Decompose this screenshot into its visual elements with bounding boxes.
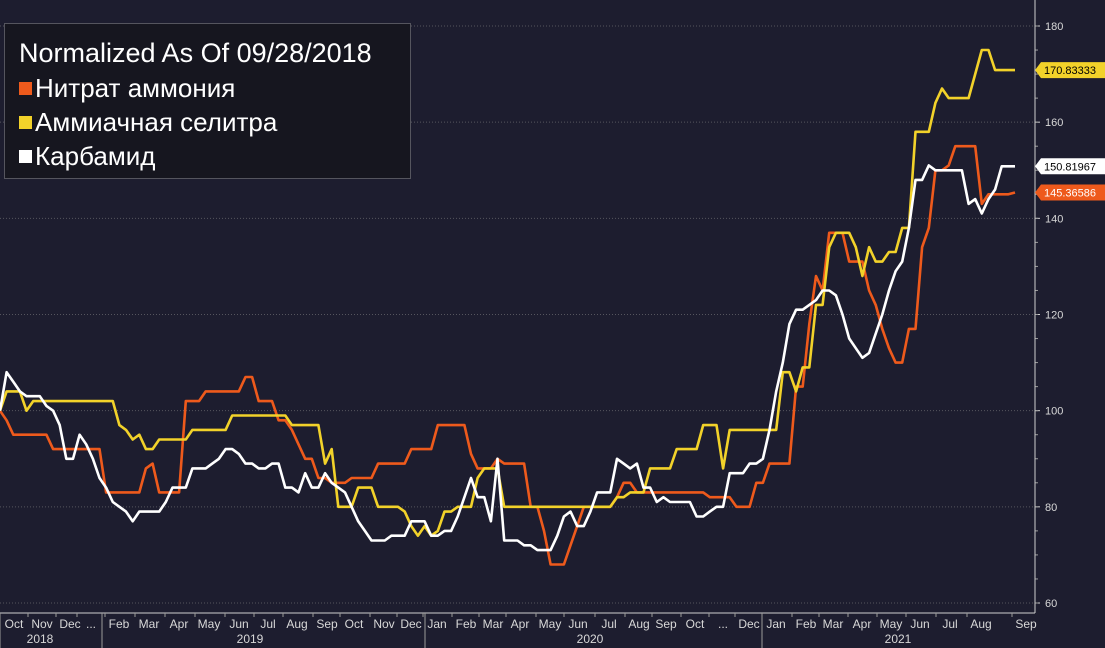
y-tick-label: 60 <box>1045 598 1057 610</box>
x-tick-label: Oct <box>345 617 364 631</box>
x-tick-label: Mar <box>823 617 844 631</box>
legend-label: Карбамид <box>35 141 156 171</box>
y-tick-label: 160 <box>1045 117 1063 129</box>
x-tick-label: May <box>880 617 903 631</box>
x-tick-label: Feb <box>456 617 477 631</box>
x-tick-label: Dec <box>400 617 421 631</box>
x-tick-label: ... <box>718 617 728 631</box>
legend-swatch-yellow <box>19 115 32 129</box>
series-line-2 <box>0 164 1015 552</box>
x-tick-label: Dec <box>738 617 759 631</box>
x-tick-label: Feb <box>109 617 130 631</box>
legend-label: Аммиачная селитра <box>35 107 278 137</box>
last-value-badge <box>1035 158 1105 175</box>
x-tick-label: Oct <box>686 617 705 631</box>
value-labels: 145.36586 170.83333 150.81967 <box>1035 62 1105 201</box>
x-tick-label: Nov <box>373 617 394 631</box>
legend-title: Normalized As Of 09/28/2018 <box>19 38 372 68</box>
y-tick-label: 140 <box>1045 213 1063 225</box>
year-label: 2018 <box>27 632 54 646</box>
legend-swatch-white <box>19 149 32 163</box>
x-tick-label: May <box>539 617 562 631</box>
x-tick-label: Jun <box>229 617 248 631</box>
y-tick-label: 120 <box>1045 310 1063 322</box>
x-tick-label: Sep <box>655 617 677 631</box>
x-tick-label: Mar <box>483 617 504 631</box>
x-tick-label: Nov <box>31 617 52 631</box>
y-tick-label: 80 <box>1045 502 1057 514</box>
x-tick-label: Jun <box>568 617 587 631</box>
year-label: 2020 <box>577 632 604 646</box>
chart-legend: Normalized As Of 09/28/2018 Нитрат аммон… <box>4 23 411 179</box>
x-tick-label: Oct <box>5 617 24 631</box>
x-tick-label: Aug <box>286 617 307 631</box>
series-line-1 <box>0 48 1015 538</box>
year-label: 2019 <box>237 632 264 646</box>
x-tick-label: Jul <box>260 617 275 631</box>
x-tick-label: Jul <box>942 617 957 631</box>
series-line-0 <box>0 144 1016 566</box>
x-tick-label: Mar <box>139 617 160 631</box>
x-tick-label: Dec <box>59 617 80 631</box>
x-tick-label: Apr <box>853 617 872 631</box>
legend-item-selitra: Аммиачная селитра <box>19 105 410 139</box>
x-tick-label: Feb <box>796 617 817 631</box>
y-tick-label: 180 <box>1045 21 1063 33</box>
x-tick-label: Jul <box>601 617 616 631</box>
y-tick-label: 100 <box>1045 406 1063 418</box>
x-tick-label: Sep <box>316 617 338 631</box>
x-tick-label: May <box>198 617 221 631</box>
x-tick-label: Sep <box>1015 617 1037 631</box>
x-tick-label: Apr <box>511 617 530 631</box>
last-value-label: 170.83333 <box>1044 65 1096 77</box>
last-value-badge <box>1035 184 1105 201</box>
series-lines <box>0 48 1016 566</box>
legend-swatch-orange <box>19 81 32 95</box>
x-tick-label: Aug <box>628 617 649 631</box>
last-value-badge <box>1035 62 1105 79</box>
x-tick-label: ... <box>86 617 96 631</box>
x-tick-label: Jan <box>766 617 785 631</box>
legend-item-nitrat: Нитрат аммония <box>19 71 410 105</box>
last-value-label: 150.81967 <box>1044 161 1096 173</box>
last-value-label: 145.36586 <box>1044 188 1096 200</box>
x-tick-label: Aug <box>970 617 991 631</box>
x-tick-label: Jan <box>427 617 446 631</box>
year-label: 2021 <box>885 632 912 646</box>
x-tick-label: Apr <box>170 617 189 631</box>
legend-label: Нитрат аммония <box>35 73 236 103</box>
x-tick-label: Jun <box>910 617 929 631</box>
axes: 60 80 100 120 140 160 180 Oct Nov Dec... Feb Mar Apr… <box>0 0 1063 648</box>
legend-item-karbamid: Карбамид <box>19 139 410 173</box>
